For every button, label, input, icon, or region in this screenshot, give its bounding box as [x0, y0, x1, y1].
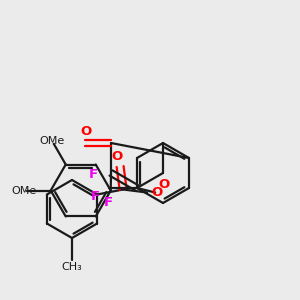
- Text: CH₃: CH₃: [61, 262, 82, 272]
- Text: F: F: [91, 190, 100, 203]
- Text: O: O: [151, 186, 162, 199]
- Text: O: O: [158, 178, 169, 191]
- Text: O: O: [112, 151, 123, 164]
- Text: OMe: OMe: [40, 136, 65, 146]
- Text: O: O: [80, 125, 92, 138]
- Text: F: F: [89, 167, 98, 181]
- Text: OMe: OMe: [11, 185, 36, 196]
- Text: F: F: [104, 196, 113, 208]
